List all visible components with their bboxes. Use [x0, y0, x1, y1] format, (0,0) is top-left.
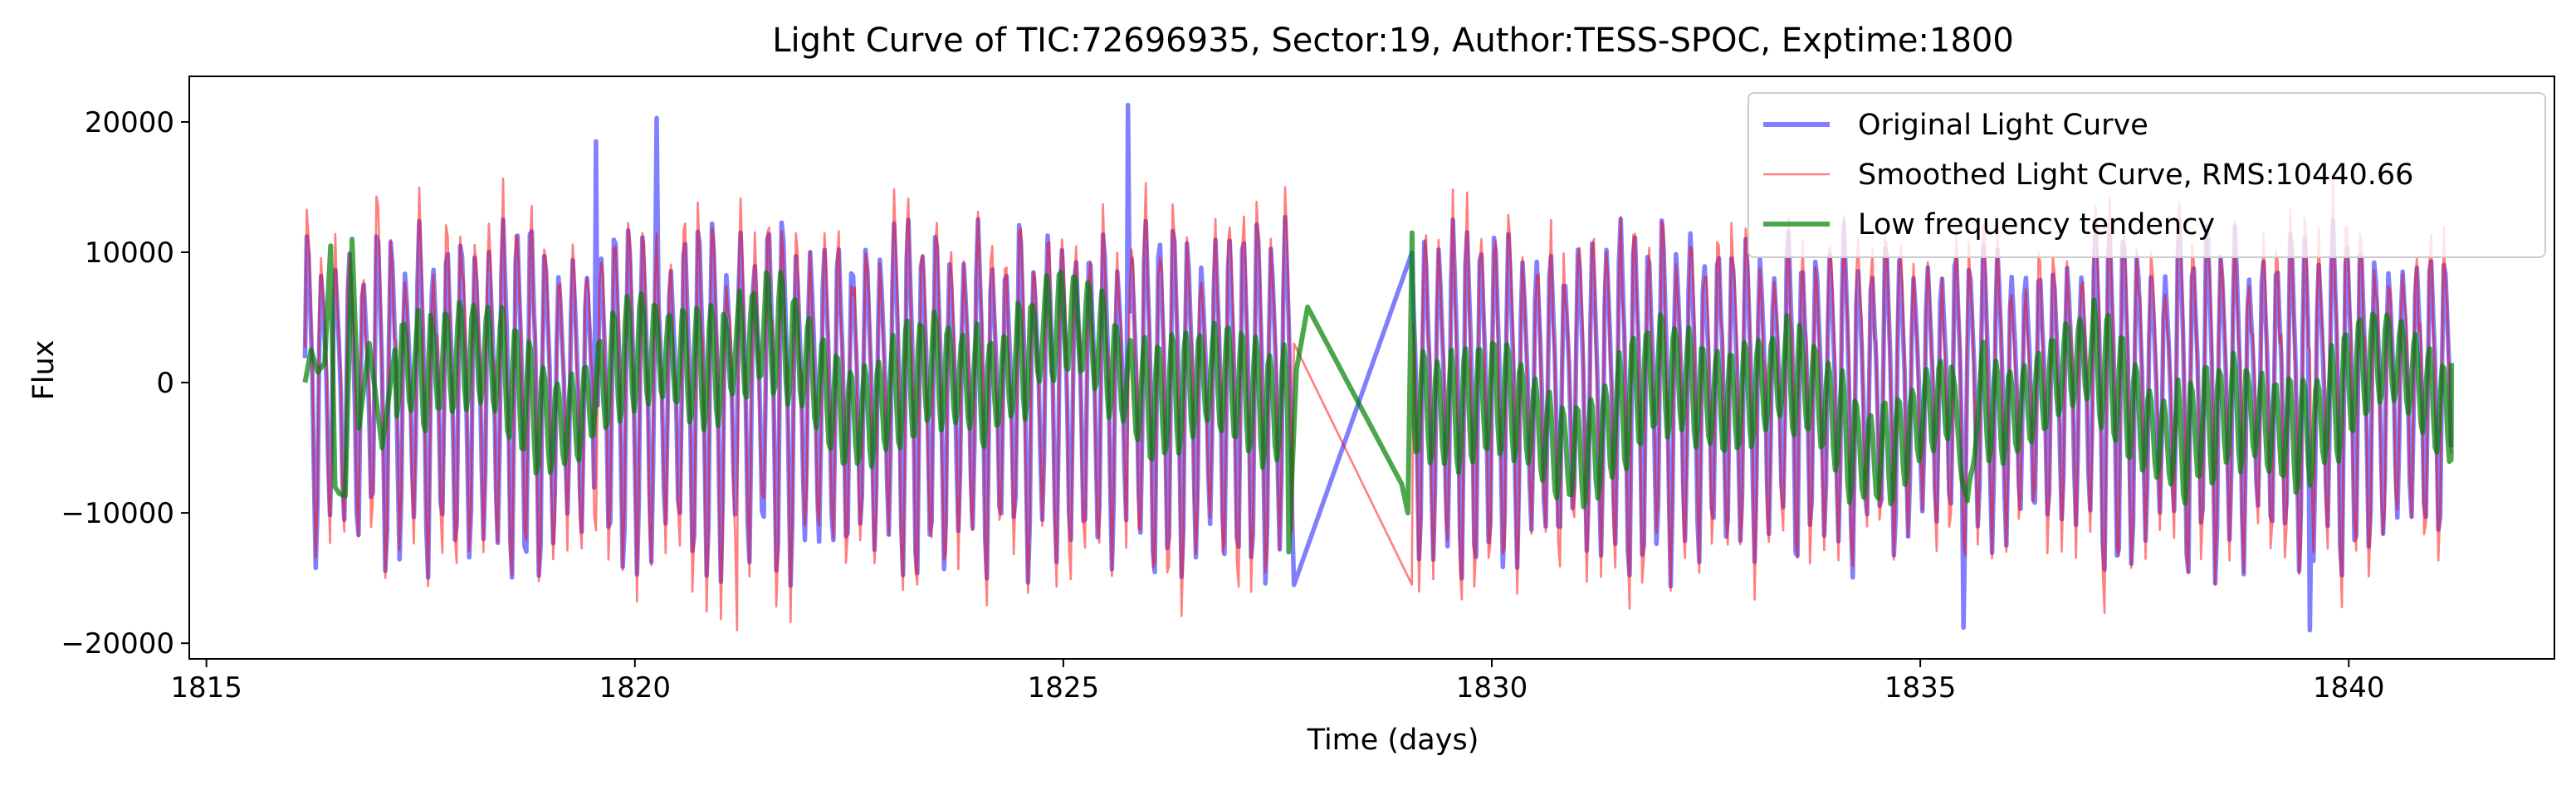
- x-tick-label: 1820: [599, 671, 672, 705]
- plot-area: [302, 102, 2455, 633]
- legend: Original Light Curve Smoothed Light Curve…: [1747, 92, 2546, 258]
- y-tick-label: 10000: [85, 236, 174, 270]
- x-tick-label: 1830: [1456, 671, 1528, 705]
- y-tick-label: −10000: [61, 497, 174, 530]
- x-axis-label: Time (days): [1307, 724, 1479, 757]
- chart-title: Light Curve of TIC:72696935, Sector:19, …: [772, 22, 2014, 60]
- plot-frame: [188, 76, 2555, 660]
- x-tick-label: 1835: [1884, 671, 1957, 705]
- x-tick-label: 1840: [2313, 671, 2385, 705]
- y-axis-label: Flux: [27, 340, 61, 401]
- x-tick-label: 1825: [1028, 671, 1100, 705]
- series-low-frequency-tendency: [302, 230, 2455, 555]
- y-tick-label: −20000: [61, 627, 174, 661]
- axes: 1815 1820 1825 1830 1835 1840 −20000 −10000 0 100…: [61, 76, 2555, 705]
- y-tick-label: 20000: [85, 106, 174, 139]
- legend-label: Smoothed Light Curve, RMS:10440.66: [1858, 158, 2413, 192]
- legend-label: Original Light Curve: [1858, 109, 2148, 142]
- y-tick-label: 0: [156, 367, 174, 400]
- x-tick-label: 1815: [170, 671, 242, 705]
- legend-label: Low frequency tendency: [1858, 208, 2215, 241]
- legend-box: [1747, 92, 2546, 258]
